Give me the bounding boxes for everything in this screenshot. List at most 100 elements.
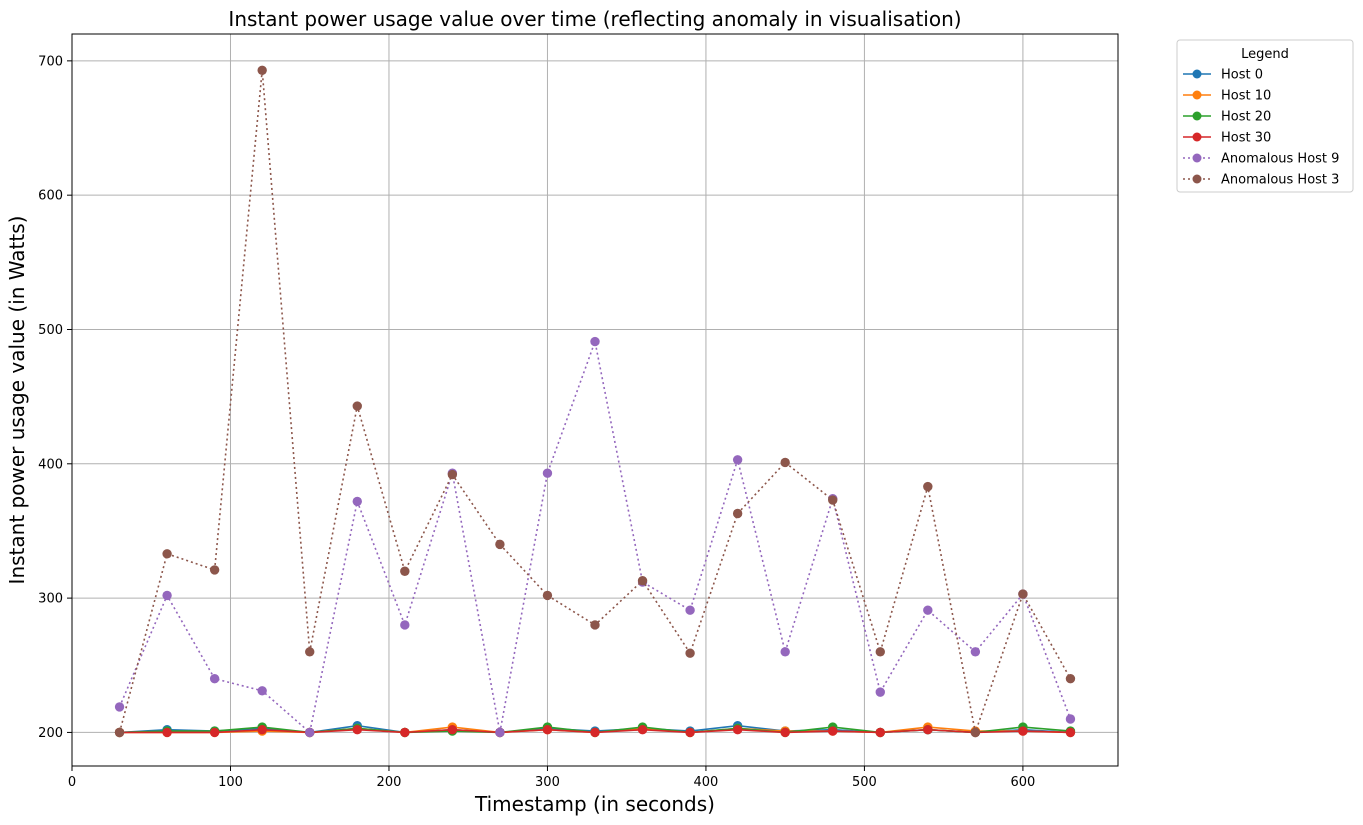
data-point (923, 481, 933, 492)
data-point (875, 687, 885, 697)
data-point (400, 727, 410, 738)
data-point (542, 725, 553, 735)
data-point (209, 727, 220, 738)
x-tick-label: 400 (694, 775, 719, 790)
data-point (1065, 673, 1076, 684)
grid (71, 34, 1118, 766)
data-point (732, 508, 743, 519)
legend-label: Anomalous Host 3 (1221, 173, 1339, 188)
data-point (780, 647, 790, 657)
legend-swatch-marker (1192, 69, 1202, 79)
legend-box (1176, 39, 1354, 193)
data-point (209, 673, 220, 684)
series-line (118, 338, 1072, 734)
chart-title: Instant power usage value over time (ref… (228, 7, 961, 31)
y-tick-label: 600 (38, 189, 63, 204)
data-point (162, 549, 172, 559)
data-point (590, 620, 600, 630)
legend-item: Host 0 (1183, 68, 1263, 83)
data-point (780, 727, 790, 738)
x-tick-label: 200 (377, 775, 402, 790)
y-tick-label: 200 (38, 726, 63, 741)
x-tick-label: 0 (68, 775, 76, 790)
data-point (732, 725, 743, 735)
y-tick-label: 500 (38, 323, 63, 338)
y-tick-label: 300 (38, 592, 63, 607)
data-point (1065, 727, 1076, 738)
axis-ticks: 0 100 200 300 400 500 600 200 300 400 500 600 700 (38, 54, 1035, 790)
data-point (970, 647, 981, 657)
series-line (118, 70, 1072, 736)
data-point (305, 647, 315, 657)
data-point (447, 469, 458, 480)
data-point (257, 686, 267, 696)
data-point (162, 590, 172, 601)
data-point (875, 727, 885, 738)
legend-item: Host 30 (1183, 131, 1271, 146)
data-point (780, 457, 790, 468)
data-point (257, 65, 267, 75)
data-point (352, 725, 362, 735)
data-point (1065, 714, 1076, 724)
legend-swatch-marker (1192, 153, 1202, 163)
data-point (1018, 589, 1028, 599)
data-point (685, 727, 695, 738)
legend-item: Host 20 (1183, 110, 1271, 125)
legend-items: Host 0 Host 10 Host 20 Host 30 Anomalous Hos… (1183, 68, 1339, 188)
data-point (305, 727, 315, 738)
legend-item: Anomalous Host 9 (1183, 152, 1339, 167)
data-point (352, 496, 362, 507)
data-point (828, 495, 838, 505)
data-point (828, 726, 838, 736)
data-point (970, 727, 981, 738)
x-tick-label: 500 (852, 775, 877, 790)
data-point (114, 702, 125, 712)
y-axis-title: Instant power usage value (in Watts) (5, 216, 29, 585)
data-point (257, 725, 267, 735)
data-point (495, 539, 505, 550)
legend-label: Host 20 (1221, 110, 1271, 125)
x-tick-label: 600 (1010, 775, 1035, 790)
legend-item: Anomalous Host 3 (1183, 173, 1339, 188)
data-point (447, 725, 458, 735)
legend-swatch-marker (1192, 174, 1202, 184)
data-point (685, 648, 695, 658)
series-anomalous-host-3 (114, 65, 1076, 738)
legend-label: Host 0 (1221, 68, 1263, 83)
data-point (495, 727, 505, 738)
data-point (542, 590, 553, 601)
data-point (352, 401, 362, 411)
data-point (637, 575, 648, 586)
legend-item: Host 10 (1183, 89, 1271, 104)
data-point (114, 727, 125, 738)
data-point (637, 725, 648, 735)
series-anomalous-host-9 (114, 336, 1076, 738)
data-point (400, 620, 410, 630)
legend: Legend Host 0 Host 10 Host 20 Host 30 Anomal… (1176, 39, 1354, 193)
data-point (542, 468, 553, 478)
legend-title: Legend (1241, 47, 1289, 62)
data-point (923, 725, 933, 735)
data-point (685, 605, 695, 615)
data-point (923, 605, 933, 615)
data-point (732, 455, 743, 465)
data-point (1018, 726, 1028, 736)
legend-label: Anomalous Host 9 (1221, 152, 1339, 167)
legend-label: Host 30 (1221, 131, 1271, 146)
legend-label: Host 10 (1221, 89, 1271, 104)
legend-swatch-marker (1192, 111, 1202, 121)
x-axis-title: Timestamp (in seconds) (474, 792, 715, 816)
y-tick-label: 400 (38, 457, 63, 472)
data-point (400, 566, 410, 576)
x-tick-label: 100 (218, 775, 243, 790)
plot-frame (71, 33, 1119, 767)
legend-swatch-marker (1192, 90, 1202, 100)
data-point (875, 647, 885, 657)
x-tick-label: 300 (535, 775, 560, 790)
legend-swatch-marker (1192, 132, 1202, 142)
data-point (590, 727, 600, 738)
y-tick-label: 700 (38, 54, 63, 69)
data-point (162, 727, 172, 738)
data-point (209, 565, 220, 575)
